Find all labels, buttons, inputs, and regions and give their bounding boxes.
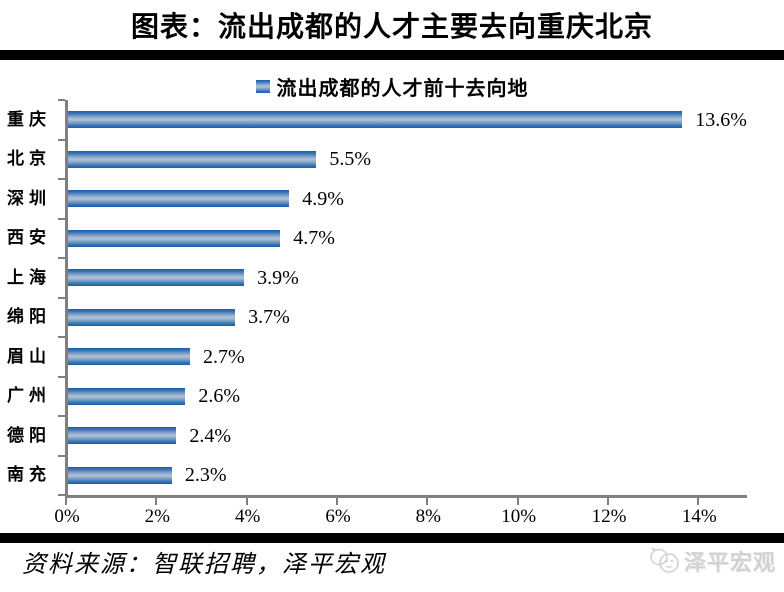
bottom-divider-bar	[0, 533, 784, 543]
watermark-label: 泽平宏观	[683, 550, 776, 575]
category-label: 南充	[7, 465, 51, 485]
chart-title: 图表：流出成都的人才主要去向重庆北京	[130, 12, 653, 43]
value-label: 4.9%	[302, 187, 344, 210]
y-axis-tick	[58, 138, 65, 141]
value-label: 13.6%	[695, 108, 747, 131]
x-axis-tick	[245, 498, 248, 505]
category-label: 深圳	[7, 188, 51, 208]
category-label: 德阳	[7, 425, 51, 445]
value-label: 5.5%	[329, 148, 372, 171]
value-label: 4.7%	[293, 227, 335, 250]
y-axis-tick	[58, 336, 65, 338]
bar-绵阳	[68, 308, 236, 326]
x-axis-tick	[335, 498, 338, 505]
x-axis-tick-label: 2%	[144, 506, 170, 527]
y-axis-tick	[58, 178, 65, 180]
bar-眉山	[68, 348, 190, 366]
y-axis-tick	[58, 257, 65, 259]
value-label: 3.9%	[257, 266, 299, 289]
y-axis-tick	[58, 296, 65, 299]
x-axis-tick	[65, 498, 67, 505]
bar-南充	[68, 466, 172, 484]
x-axis-line	[65, 495, 747, 498]
bar-北京	[68, 150, 317, 168]
x-axis-tick	[697, 498, 700, 505]
bar-德阳	[68, 427, 177, 445]
category-label: 绵阳	[7, 307, 51, 327]
value-label: 2.6%	[198, 385, 241, 408]
x-axis-tick	[155, 498, 158, 505]
value-label: 2.3%	[184, 464, 227, 487]
x-axis-tick	[426, 498, 429, 505]
legend-label: 流出成都的人才前十去向地	[276, 77, 529, 100]
x-axis-tick-label: 6%	[325, 506, 351, 527]
legend-swatch-icon	[255, 79, 270, 93]
x-axis-tick-label: 0%	[54, 506, 80, 527]
category-label: 上海	[7, 267, 51, 287]
value-label: 3.7%	[248, 306, 290, 329]
source-note: 资料来源：智联招聘，泽平宏观	[22, 552, 386, 578]
y-axis-tick	[58, 415, 65, 417]
x-axis-tick-label: 10%	[501, 506, 537, 527]
bar-西安	[68, 229, 281, 247]
zeping-macro-mascot-icon	[650, 548, 679, 573]
x-axis-tick-label: 12%	[591, 506, 627, 527]
y-axis-line	[65, 100, 68, 497]
x-axis-tick	[516, 498, 519, 505]
chart-legend: 流出成都的人才前十去向地	[0, 74, 784, 100]
bar-广州	[68, 387, 186, 405]
bar-chart-plot-area: 重庆 13.6% 北京 5.5% 深圳 4.9% 西安 4.7% 上海 3.9% 绵阳 3.7% 眉山 2…	[7, 99, 747, 527]
watermark: 泽平宏观	[650, 545, 776, 577]
x-axis-tick-label: 8%	[415, 506, 441, 527]
x-axis-tick-label: 4%	[234, 506, 261, 527]
y-axis-tick	[58, 494, 65, 496]
value-label: 2.7%	[202, 345, 245, 368]
value-label: 2.4%	[189, 424, 232, 447]
category-label: 眉山	[7, 346, 51, 366]
x-axis-tick-label: 14%	[681, 506, 717, 527]
y-axis-tick	[58, 375, 65, 378]
y-axis-tick	[58, 454, 65, 457]
category-label: 重庆	[7, 109, 51, 129]
bar-深圳	[68, 190, 290, 208]
y-axis-tick	[58, 217, 65, 220]
y-axis-tick	[58, 99, 65, 101]
x-axis-tick	[606, 498, 609, 505]
category-label: 广州	[7, 386, 51, 406]
bar-上海	[68, 269, 245, 287]
top-divider-bar	[0, 50, 784, 60]
category-label: 西安	[7, 228, 51, 248]
category-label: 北京	[7, 149, 51, 169]
bar-重庆	[68, 111, 683, 129]
